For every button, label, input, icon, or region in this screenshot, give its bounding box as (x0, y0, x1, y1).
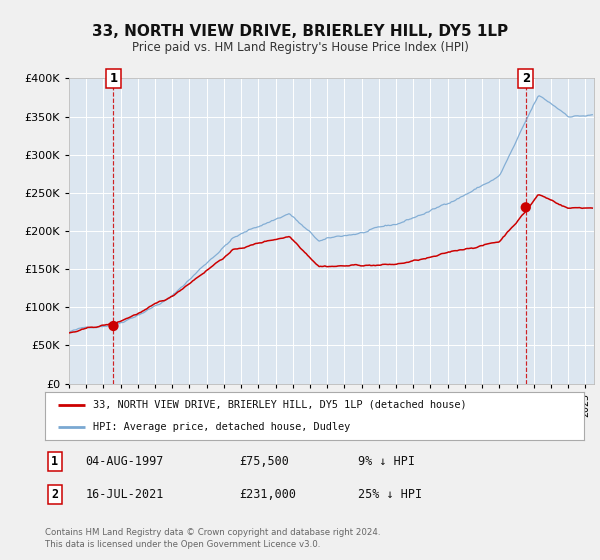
Text: 25% ↓ HPI: 25% ↓ HPI (358, 488, 422, 501)
Text: 33, NORTH VIEW DRIVE, BRIERLEY HILL, DY5 1LP: 33, NORTH VIEW DRIVE, BRIERLEY HILL, DY5… (92, 24, 508, 39)
Text: £231,000: £231,000 (239, 488, 296, 501)
Text: Price paid vs. HM Land Registry's House Price Index (HPI): Price paid vs. HM Land Registry's House … (131, 40, 469, 54)
Text: 04-AUG-1997: 04-AUG-1997 (85, 455, 164, 468)
Text: Contains HM Land Registry data © Crown copyright and database right 2024.
This d: Contains HM Land Registry data © Crown c… (45, 528, 380, 549)
Text: HPI: Average price, detached house, Dudley: HPI: Average price, detached house, Dudl… (94, 422, 351, 432)
Text: 2: 2 (522, 72, 530, 85)
Text: 1: 1 (51, 455, 58, 468)
Text: 33, NORTH VIEW DRIVE, BRIERLEY HILL, DY5 1LP (detached house): 33, NORTH VIEW DRIVE, BRIERLEY HILL, DY5… (94, 400, 467, 410)
Text: 16-JUL-2021: 16-JUL-2021 (85, 488, 164, 501)
Text: £75,500: £75,500 (239, 455, 289, 468)
Text: 2: 2 (51, 488, 58, 501)
Point (109, 321, 118, 330)
Text: 1: 1 (109, 72, 118, 85)
Point (521, 203, 530, 212)
Text: 9% ↓ HPI: 9% ↓ HPI (358, 455, 415, 468)
